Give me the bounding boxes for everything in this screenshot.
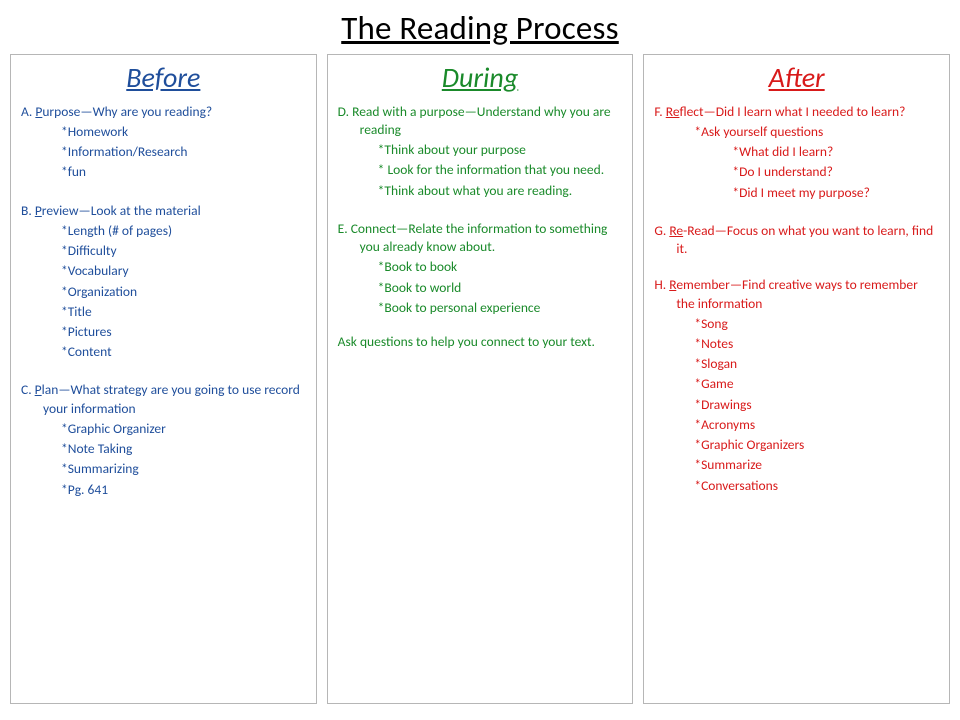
spacer [654,258,939,272]
section-head: C. Plan—What strategy are you going to u… [21,381,306,417]
list-item: *Graphic Organizers [654,436,939,454]
panel-during: During D. Read with a purpose—Understand… [327,54,634,704]
panel-during-title: During [338,59,623,97]
list-item: *Summarizing [21,460,306,478]
list-item: *Pictures [21,323,306,341]
note-text: Ask questions to help you connect to you… [338,333,623,351]
list-item: *fun [21,163,306,181]
list-item: *Did I meet my purpose? [654,184,939,202]
list-item: *Graphic Organizer [21,420,306,438]
list-item: *Notes [654,335,939,353]
section-head: D. Read with a purpose—Understand why yo… [338,103,623,139]
section-head: E. Connect—Relate the information to som… [338,220,623,256]
spacer [21,363,306,377]
spacer [21,184,306,198]
page-title: The Reading Process [10,8,950,48]
list-item: *Song [654,315,939,333]
list-item: *Vocabulary [21,262,306,280]
list-item: *Do I understand? [654,163,939,181]
list-item: *Think about what you are reading. [338,182,623,200]
list-item: *Content [21,343,306,361]
list-item: *Summarize [654,456,939,474]
section-head: H. Remember—Find creative ways to rememb… [654,276,939,312]
list-item: *Book to personal experience [338,299,623,317]
list-item: *What did I learn? [654,143,939,161]
columns-container: Before A. Purpose—Why are you reading? *H… [10,54,950,704]
list-item: *Note Taking [21,440,306,458]
section-head: F. Reflect—Did I learn what I needed to … [654,103,939,121]
list-item: *Length (# of pages) [21,222,306,240]
list-item: *Think about your purpose [338,141,623,159]
section-head: A. Purpose—Why are you reading? [21,103,306,121]
section-head: B. Preview—Look at the material [21,202,306,220]
spacer [338,319,623,333]
list-item: *Book to world [338,279,623,297]
list-item: *Difficulty [21,242,306,260]
panel-after-title: After [654,59,939,97]
spacer [654,204,939,218]
panel-before-title: Before [21,59,306,97]
list-item: *Pg. 641 [21,481,306,499]
list-item: *Acronyms [654,416,939,434]
list-item: *Ask yourself questions [654,123,939,141]
list-item: *Organization [21,283,306,301]
spacer [338,202,623,216]
section-head: G. Re-Read—Focus on what you want to lea… [654,222,939,258]
list-item: *Game [654,375,939,393]
list-item: *Book to book [338,258,623,276]
list-item: *Title [21,303,306,321]
list-item: *Slogan [654,355,939,373]
panel-after: After F. Reflect—Did I learn what I need… [643,54,950,704]
panel-before: Before A. Purpose—Why are you reading? *H… [10,54,317,704]
list-item: * Look for the information that you need… [338,161,623,179]
list-item: *Homework [21,123,306,141]
list-item: *Information/Research [21,143,306,161]
list-item: *Conversations [654,477,939,495]
list-item: *Drawings [654,396,939,414]
